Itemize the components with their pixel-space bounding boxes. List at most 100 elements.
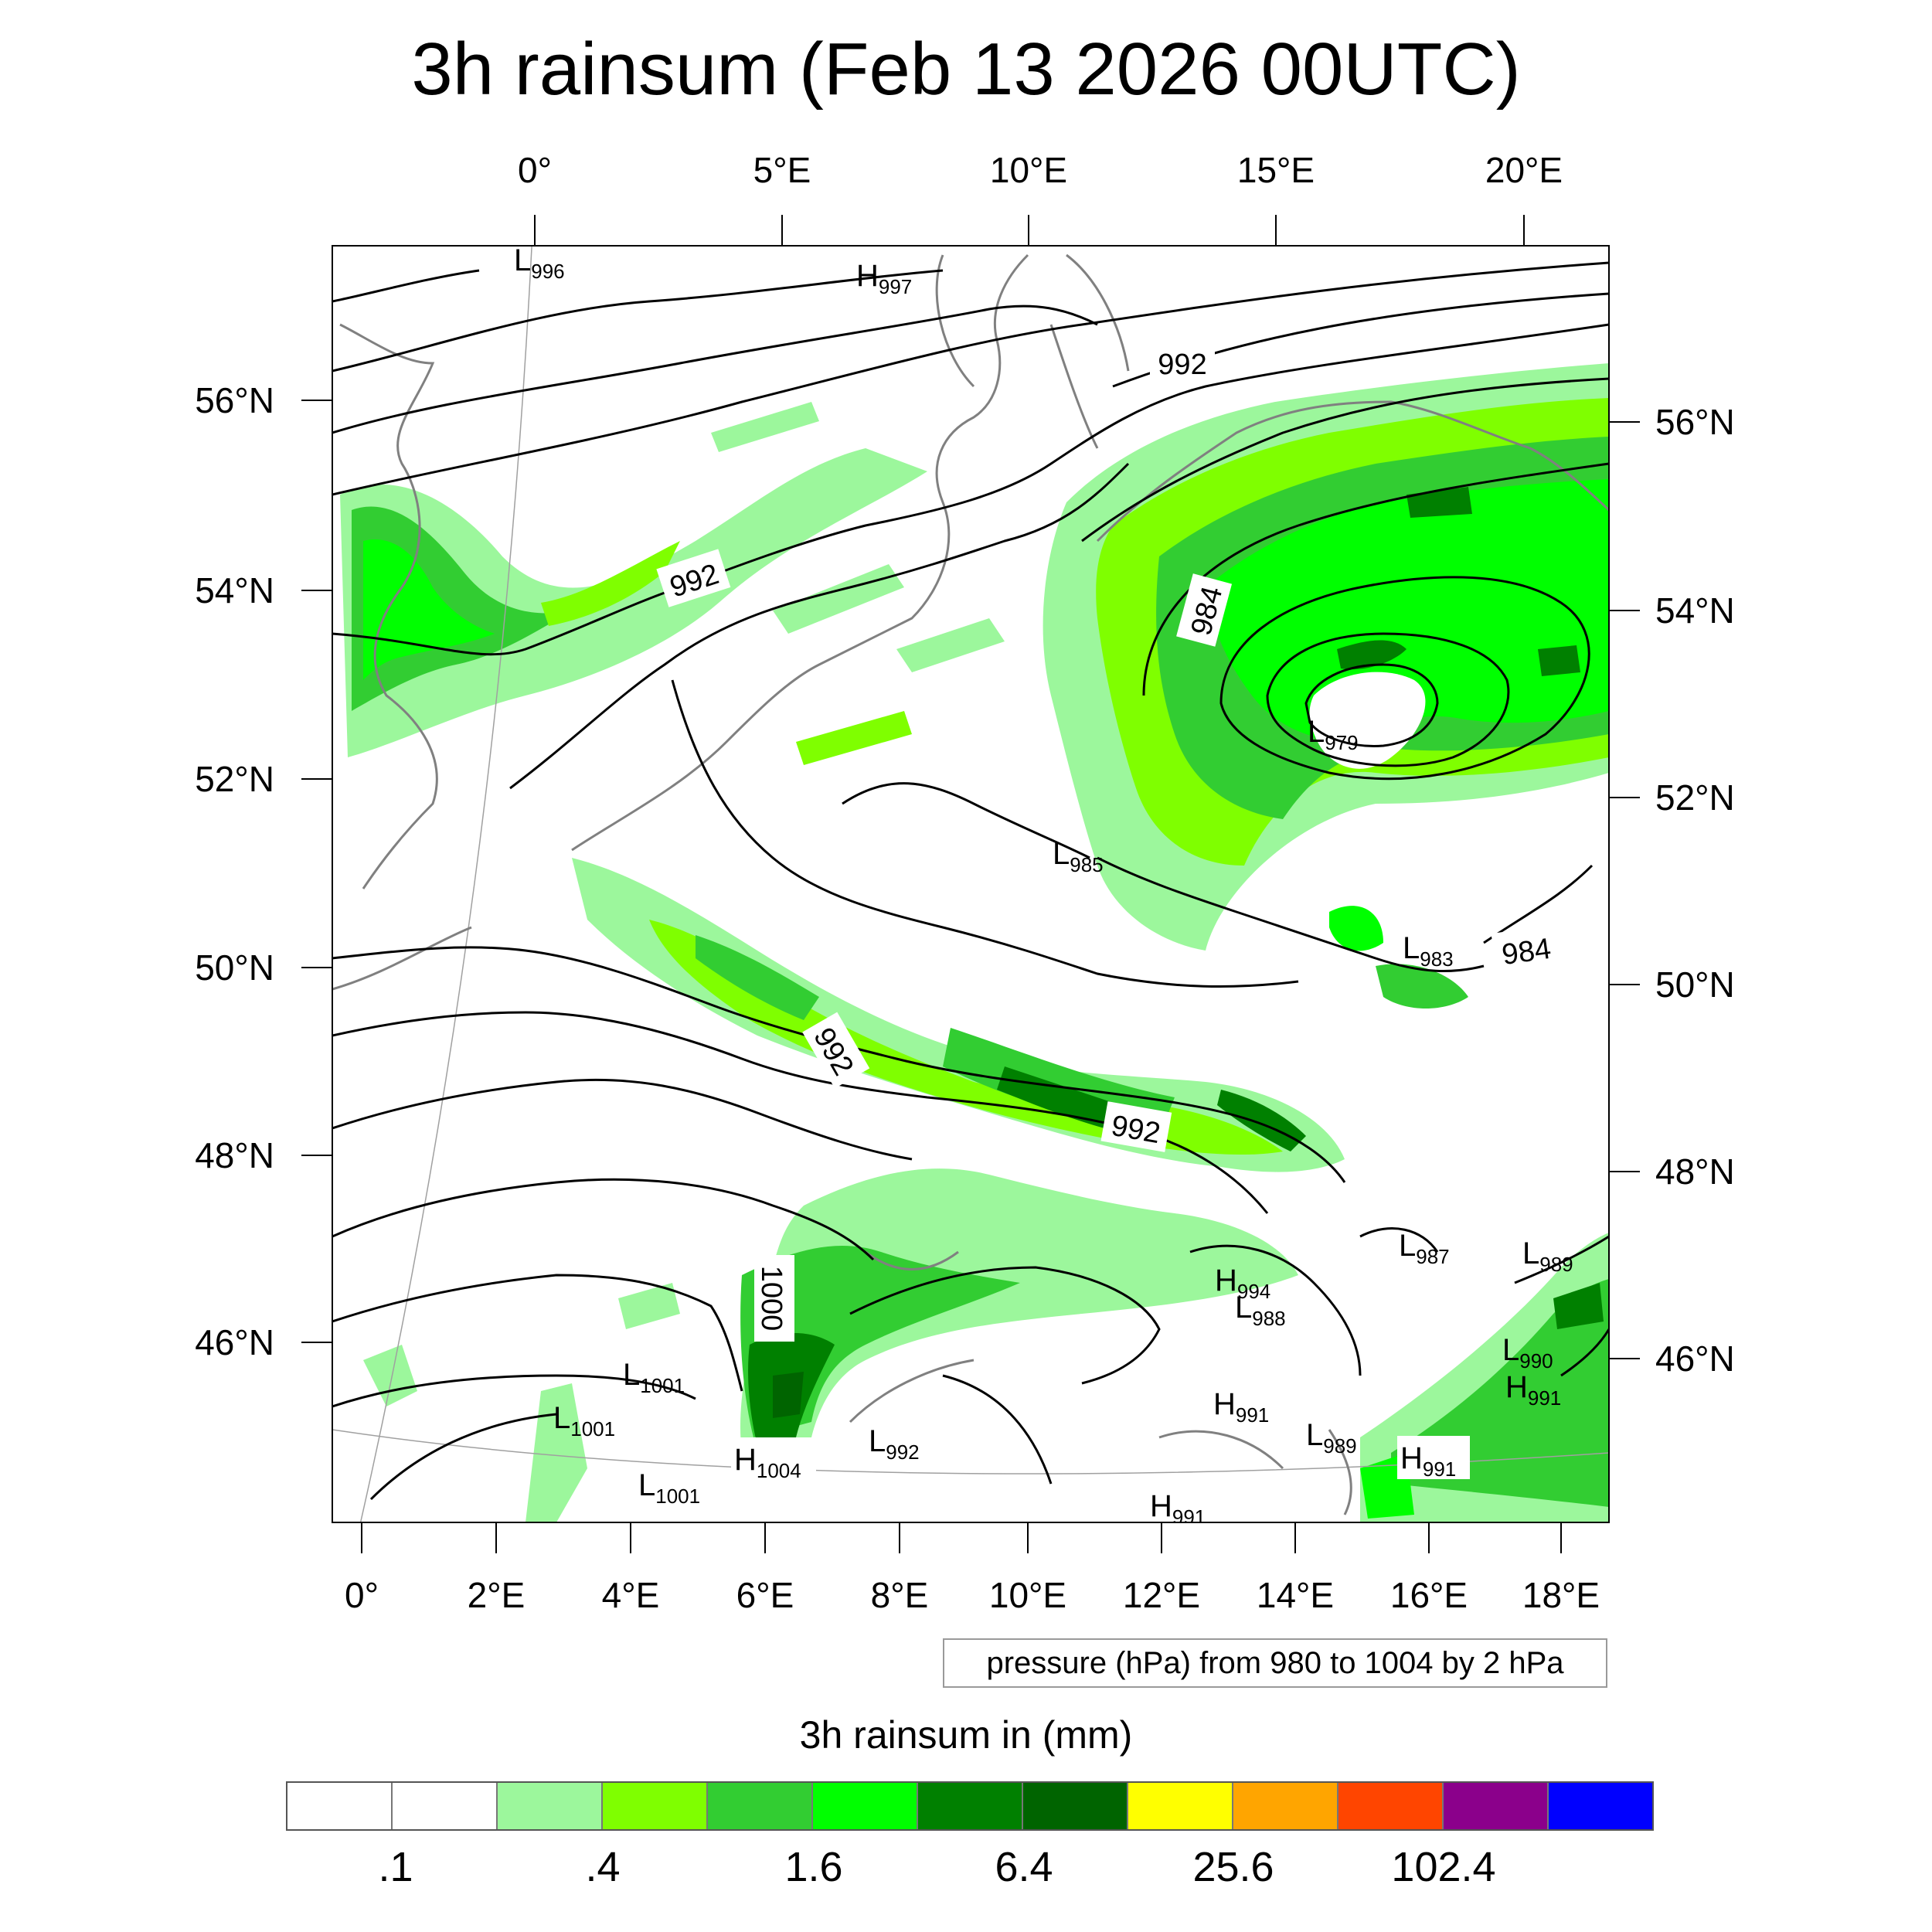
svg-text:H991: H991 <box>1400 1441 1456 1481</box>
colorbar-label: .4 <box>585 1844 621 1890</box>
isobar <box>1560 1328 1609 1377</box>
rain-area <box>363 539 495 680</box>
rain-area <box>711 402 819 452</box>
colorbar-title: 3h rainsum in (mm) <box>799 1713 1133 1757</box>
colorbar-label: 102.4 <box>1391 1844 1496 1890</box>
pressure-center: L989 <box>1522 1236 1573 1276</box>
rain-area <box>340 448 927 757</box>
colorbar-box <box>287 1783 393 1829</box>
coastlines <box>332 253 1609 1515</box>
top-axis-label: 5°E <box>753 150 811 190</box>
colorbar-box <box>708 1783 813 1829</box>
rain-area <box>1206 479 1609 742</box>
pressure-center: L983 <box>1403 931 1454 971</box>
isobar <box>332 304 1098 434</box>
rain-area <box>1309 672 1426 769</box>
top-axis-labels: 0° 5°E 10°E 15°E 20°E <box>518 150 1563 190</box>
left-axis-label: 54°N <box>195 570 274 611</box>
colorbar-box <box>1023 1783 1128 1829</box>
left-axis-labels: 56°N 54°N 52°N 50°N 48°N 46°N <box>195 380 274 1362</box>
pressure-center: H991 <box>1150 1489 1206 1529</box>
isobar <box>1081 377 1609 543</box>
svg-text:H1004: H1004 <box>734 1443 801 1482</box>
isobar <box>1189 1244 1362 1376</box>
isobar <box>332 1374 696 1408</box>
map-border <box>332 245 1610 1523</box>
pressure-center: L1001 <box>638 1468 700 1508</box>
colorbar-label: 1.6 <box>784 1844 843 1890</box>
bottom-axis-label: 12°E <box>1123 1575 1200 1615</box>
colorbar-box <box>498 1783 603 1829</box>
top-axis-label: 20°E <box>1485 150 1563 190</box>
colorbar-label: 25.6 <box>1192 1844 1274 1890</box>
contour-labels: 992 992 984 992 992 <box>656 342 1561 1342</box>
isobar <box>1514 1235 1609 1284</box>
left-axis-label: 46°N <box>195 1322 274 1362</box>
isobar <box>1142 462 1609 696</box>
pressure-center: H1004 <box>731 1437 816 1482</box>
isobar <box>849 1266 1161 1385</box>
rain-area <box>541 541 680 626</box>
colorbar-box <box>1233 1783 1338 1829</box>
rain-area <box>618 1283 680 1329</box>
right-axis-label: 48°N <box>1655 1151 1735 1192</box>
map-content: 992 992 984 992 992 <box>332 243 1609 1529</box>
colorbar-box <box>1338 1783 1444 1829</box>
rain-area <box>1329 906 1383 951</box>
rain-area <box>1376 964 1468 1009</box>
top-axis-label: 15°E <box>1237 150 1315 190</box>
isobar <box>332 1078 913 1161</box>
pressure-center: H997 <box>856 259 912 298</box>
colorbar-box <box>1549 1783 1652 1829</box>
contour-label: 984 <box>1500 933 1553 971</box>
isobar <box>1359 1227 1439 1253</box>
isobar <box>332 269 480 303</box>
isobar <box>942 1374 1053 1485</box>
isobar <box>1304 663 1439 747</box>
colorbar-box <box>813 1783 918 1829</box>
colorbar-box <box>393 1783 498 1829</box>
rain-area <box>1553 1283 1604 1329</box>
rain-area <box>1538 645 1580 676</box>
isobar <box>332 1178 875 1261</box>
pressure-center: L996 <box>514 243 565 283</box>
pressure-center: L989 <box>1306 1418 1357 1458</box>
colorbar-box <box>1444 1783 1549 1829</box>
isobar <box>332 269 944 372</box>
rain-area <box>1337 640 1406 670</box>
isobar <box>1483 864 1594 944</box>
rain-field-layer <box>340 363 1609 1522</box>
bottom-axis-label: 2°E <box>468 1575 526 1615</box>
contour-label: 992 <box>1158 349 1206 381</box>
bottom-axis-label: 6°E <box>736 1575 794 1615</box>
pressure-center: L1001 <box>623 1358 685 1397</box>
bottom-axis-label: 4°E <box>602 1575 660 1615</box>
left-axis-label: 52°N <box>195 759 274 799</box>
pressure-center: L992 <box>869 1424 920 1464</box>
contour-info-box: pressure (hPa) from 980 to 1004 by 2 hPa <box>943 1638 1607 1688</box>
top-axis-label: 0° <box>518 150 552 190</box>
left-axis-label: 48°N <box>195 1135 274 1175</box>
bottom-axis-label: 18°E <box>1522 1575 1600 1615</box>
right-axis-label: 50°N <box>1655 964 1735 1005</box>
left-axis-label: 50°N <box>195 947 274 988</box>
colorbar-label: .1 <box>378 1844 413 1890</box>
top-axis-label: 10°E <box>990 150 1067 190</box>
pressure-center: L979 <box>1308 715 1359 754</box>
map-title: 3h rainsum (Feb 13 2026 00UTC) <box>411 28 1521 111</box>
rain-area <box>796 711 912 765</box>
bottom-axis-label: 0° <box>345 1575 379 1615</box>
right-axis-label: 46°N <box>1655 1338 1735 1379</box>
colorbar-box <box>603 1783 708 1829</box>
rain-area <box>773 1372 804 1418</box>
bottom-axis-label: 8°E <box>871 1575 929 1615</box>
isobar <box>332 946 1346 1183</box>
bottom-axis-label: 14°E <box>1257 1575 1334 1615</box>
pressure-center: L1001 <box>553 1401 615 1440</box>
colorbar <box>286 1781 1654 1831</box>
bottom-axis-label: 10°E <box>989 1575 1066 1615</box>
left-axis-label: 56°N <box>195 380 274 420</box>
pressure-center: L988 <box>1235 1291 1286 1330</box>
